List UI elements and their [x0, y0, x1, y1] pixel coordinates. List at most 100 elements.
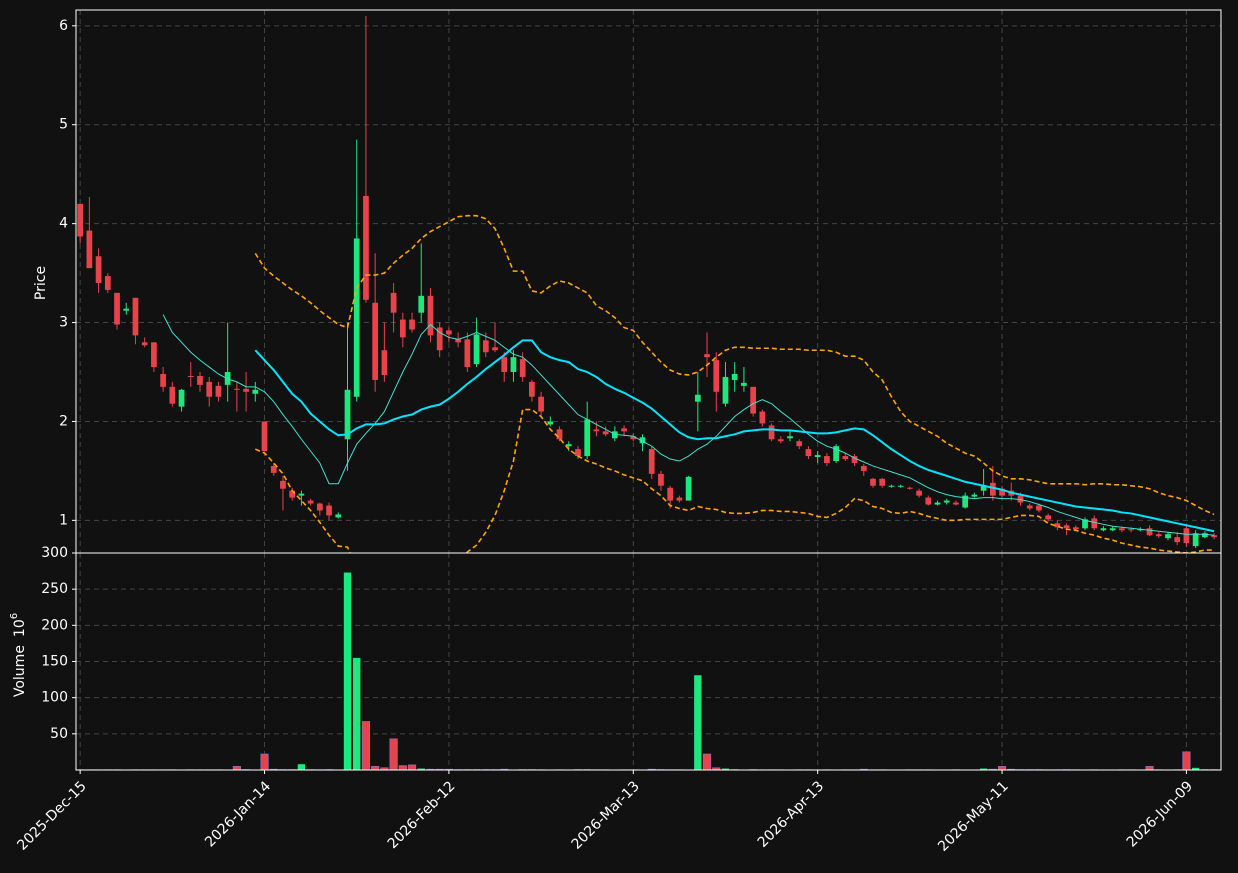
candle-body: [1128, 529, 1134, 531]
candle-body: [160, 373, 166, 387]
indicator-line: [254, 339, 1215, 533]
candle-body: [372, 302, 379, 380]
candle-body: [1119, 528, 1125, 531]
candle-body: [870, 478, 876, 486]
candle-body: [409, 319, 415, 330]
candle-body: [565, 444, 572, 447]
candle-body: [464, 339, 471, 368]
candle-body: [1183, 528, 1190, 544]
candle-body: [999, 488, 1005, 496]
candle-body: [482, 340, 489, 353]
x-tick-label: 2026-Apr-13: [755, 778, 828, 851]
candle-body: [713, 360, 720, 392]
candle-body: [335, 514, 342, 518]
x-tick-label: 2026-Feb-12: [385, 778, 459, 852]
candle-body: [962, 495, 969, 508]
y-tick-label: 150: [41, 654, 68, 670]
candle-body: [888, 485, 895, 487]
candle-body: [363, 195, 369, 300]
volume-bar: [232, 765, 241, 771]
candle-body: [95, 256, 102, 283]
candle-body: [261, 421, 268, 452]
candle-body: [685, 476, 692, 501]
candle-body: [879, 478, 886, 486]
candle-body: [953, 502, 959, 505]
candle-body: [114, 292, 120, 325]
candle-body: [907, 487, 913, 489]
candle-body: [658, 473, 664, 486]
candle-body: [676, 497, 683, 501]
y-tick-label: 100: [41, 690, 68, 706]
candle-body: [455, 339, 461, 343]
candle-body: [722, 376, 729, 404]
candle-body: [1045, 515, 1052, 520]
candle-body: [353, 238, 360, 397]
candle-body: [1036, 505, 1042, 511]
candle-body: [132, 297, 139, 336]
candle-body: [805, 449, 812, 457]
candle-body: [187, 375, 194, 377]
volume-bar: [1191, 767, 1200, 770]
candle-body: [1174, 537, 1181, 543]
candle-body: [510, 357, 517, 372]
candle-body: [178, 389, 185, 407]
y-tick-label: 5: [59, 117, 68, 133]
candle-body: [925, 497, 932, 505]
candle-body: [556, 429, 563, 440]
volume-scale-base: 10: [12, 619, 28, 637]
volume-bar: [353, 657, 361, 770]
candle-body: [860, 465, 867, 471]
candle-body: [750, 386, 756, 414]
x-tick-label: 2026-Jun-09: [1124, 778, 1196, 850]
candle-body: [316, 503, 323, 511]
candles: [77, 15, 1217, 553]
candle-body: [151, 342, 157, 368]
candle-body: [934, 502, 941, 505]
candle-body: [547, 421, 554, 425]
candle-body: [1165, 534, 1171, 539]
candle-body: [741, 382, 747, 386]
candle-body: [141, 342, 148, 346]
candle-body: [1192, 533, 1199, 547]
candle-body: [169, 386, 176, 404]
candle-body: [538, 396, 544, 412]
candle-body: [344, 389, 351, 440]
candle-body: [980, 485, 987, 491]
candle-body: [1026, 505, 1033, 509]
candle-body: [473, 334, 480, 365]
candle-body: [667, 487, 674, 501]
candle-body: [243, 388, 249, 392]
candle-body: [77, 203, 84, 237]
candle-body: [1146, 528, 1153, 536]
volume-bar: [398, 765, 407, 771]
candle-body: [519, 359, 526, 377]
candle-body: [270, 465, 277, 473]
y-tick-label: 6: [59, 18, 68, 34]
candle-body: [777, 439, 784, 442]
candle-body: [704, 354, 710, 358]
candle-body: [104, 276, 111, 290]
indicator-line: [162, 314, 1215, 536]
candle-body: [731, 373, 738, 380]
candle-body: [1063, 525, 1070, 529]
volume-bar: [343, 572, 352, 770]
volume-label: Volume: [12, 645, 28, 697]
volume-bar: [371, 765, 380, 771]
volume-scale-exponent: 6: [9, 613, 20, 619]
candle-body: [298, 493, 305, 496]
volume-bar: [389, 738, 398, 771]
candle-body: [1202, 533, 1208, 538]
x-tick-label: 2026-Mar-13: [569, 778, 643, 852]
y-tick-label: 250: [41, 581, 68, 597]
volume-bar: [407, 764, 417, 771]
candle-body: [694, 394, 701, 402]
candle-body: [501, 357, 508, 372]
x-tick-label: 2026-Jan-14: [202, 778, 274, 850]
candle-body: [252, 389, 259, 394]
y-tick-label: 2: [59, 413, 68, 429]
candle-body: [768, 425, 775, 440]
candle-body: [824, 456, 830, 463]
candle-body: [427, 295, 434, 336]
candle-body: [399, 319, 406, 338]
